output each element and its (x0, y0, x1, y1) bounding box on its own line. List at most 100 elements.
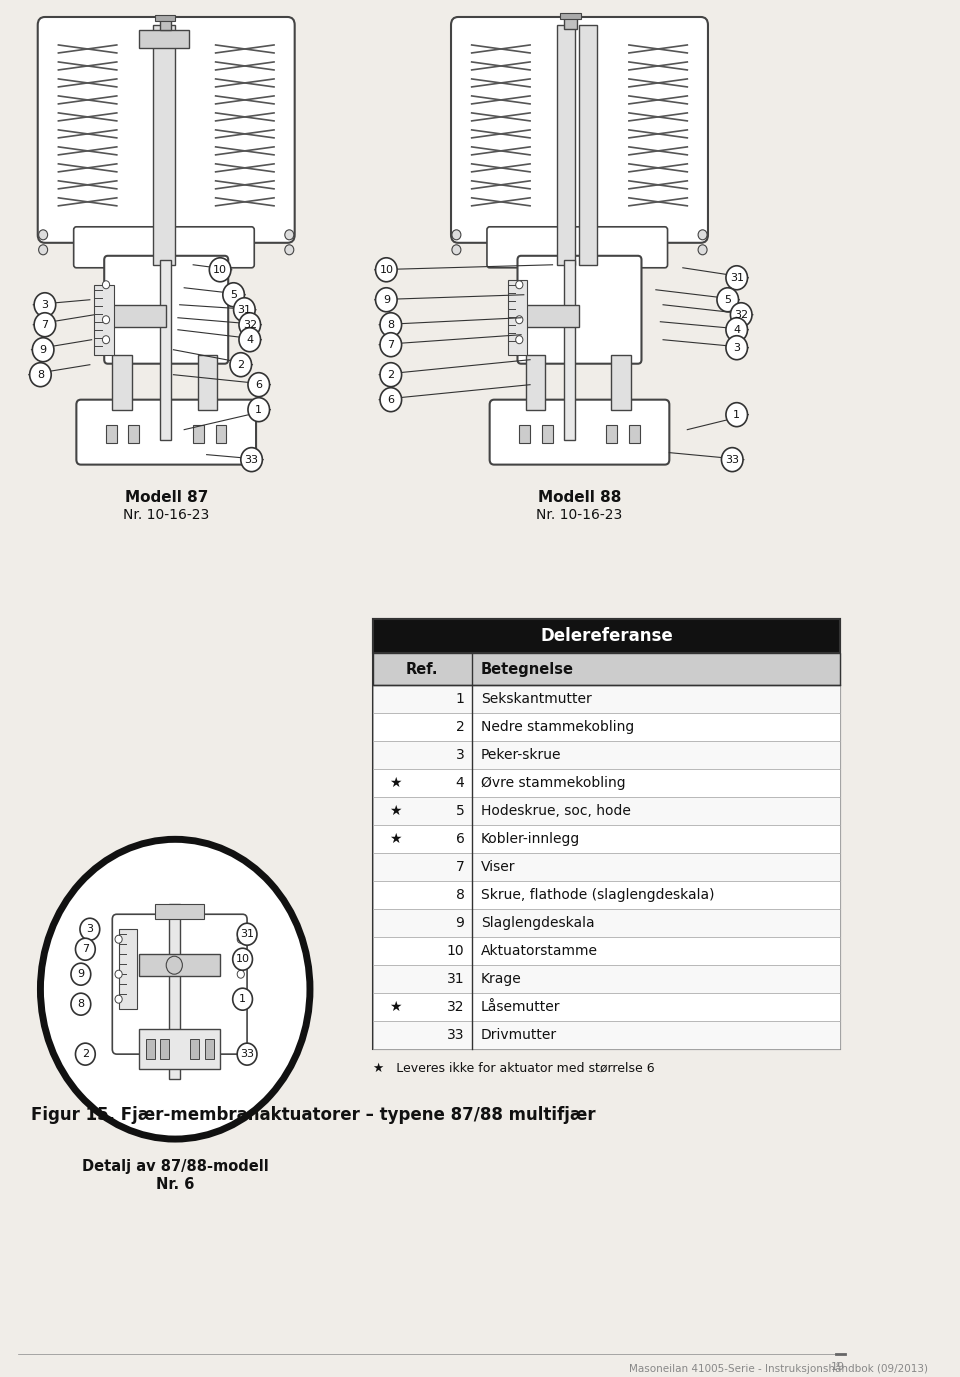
Circle shape (76, 938, 95, 960)
Circle shape (38, 245, 48, 255)
Circle shape (722, 448, 743, 471)
Circle shape (516, 336, 523, 344)
Bar (372, 909, 840, 938)
Bar (372, 825, 840, 854)
Circle shape (233, 297, 255, 322)
Text: Øvre stammekobling: Øvre stammekobling (481, 777, 625, 790)
Text: 31: 31 (730, 273, 744, 282)
Bar (94, 285, 114, 355)
Text: Nr. 10-16-23: Nr. 10-16-23 (123, 508, 209, 522)
Bar (580, 25, 597, 264)
Bar (629, 424, 639, 442)
Text: 1: 1 (239, 994, 246, 1004)
FancyBboxPatch shape (37, 17, 295, 242)
Text: 5: 5 (230, 289, 237, 300)
Circle shape (103, 315, 109, 324)
Text: Sekskantmutter: Sekskantmutter (481, 693, 591, 706)
Circle shape (375, 288, 397, 311)
Text: 31: 31 (237, 304, 252, 315)
Bar (112, 355, 132, 410)
Bar (139, 30, 189, 48)
Bar (160, 18, 171, 30)
Text: 33: 33 (725, 454, 739, 464)
Text: 19: 19 (830, 1362, 845, 1371)
Circle shape (103, 281, 109, 289)
Text: 9: 9 (456, 916, 465, 931)
Circle shape (40, 840, 310, 1139)
Bar (155, 905, 204, 920)
Text: Modell 87: Modell 87 (125, 490, 208, 504)
Bar (564, 15, 577, 29)
Circle shape (71, 993, 91, 1015)
Bar (119, 929, 136, 1009)
Bar (146, 1040, 155, 1059)
Circle shape (452, 230, 461, 240)
Circle shape (380, 362, 401, 387)
Text: 7: 7 (82, 945, 89, 954)
Bar (190, 1040, 200, 1059)
Bar (160, 1040, 169, 1059)
Circle shape (726, 402, 748, 427)
Text: 7: 7 (387, 340, 395, 350)
Circle shape (71, 964, 91, 985)
Text: Delereferanse: Delereferanse (540, 628, 673, 646)
Circle shape (717, 288, 738, 311)
Bar (139, 954, 220, 976)
Bar (557, 25, 575, 264)
Bar (156, 15, 175, 21)
FancyBboxPatch shape (487, 227, 667, 267)
Text: 33: 33 (240, 1049, 254, 1059)
Circle shape (115, 935, 122, 943)
Bar (372, 965, 840, 993)
Text: 32: 32 (447, 1000, 465, 1015)
Text: 3: 3 (456, 748, 465, 763)
Circle shape (209, 257, 231, 282)
Bar (169, 905, 180, 1080)
FancyBboxPatch shape (77, 399, 256, 464)
FancyBboxPatch shape (105, 256, 228, 364)
Text: 33: 33 (447, 1029, 465, 1042)
Bar (372, 713, 840, 741)
Text: 1: 1 (456, 693, 465, 706)
Circle shape (726, 318, 748, 341)
Text: 3: 3 (41, 300, 48, 310)
Circle shape (698, 245, 708, 255)
Circle shape (726, 266, 748, 289)
Bar (372, 938, 840, 965)
Text: 2: 2 (237, 359, 245, 369)
Text: 31: 31 (240, 929, 254, 939)
Text: 7: 7 (41, 319, 49, 329)
Circle shape (80, 918, 100, 940)
Text: 8: 8 (387, 319, 395, 329)
Circle shape (230, 353, 252, 377)
Bar (372, 993, 840, 1022)
Circle shape (285, 245, 294, 255)
Circle shape (232, 949, 252, 971)
Bar (372, 797, 840, 825)
Bar (139, 1029, 220, 1069)
Circle shape (380, 388, 401, 412)
Circle shape (516, 315, 523, 324)
Bar (541, 424, 553, 442)
Text: 10: 10 (213, 264, 228, 275)
Bar (372, 620, 840, 654)
Text: 1: 1 (255, 405, 262, 414)
Text: ★: ★ (389, 804, 401, 818)
Bar (160, 260, 171, 439)
FancyBboxPatch shape (112, 914, 247, 1055)
Text: Låsemutter: Låsemutter (481, 1000, 561, 1015)
Text: 5: 5 (724, 295, 732, 304)
Text: 8: 8 (456, 888, 465, 902)
Circle shape (375, 257, 397, 282)
Bar (508, 280, 527, 355)
Circle shape (103, 336, 109, 344)
Circle shape (241, 448, 262, 471)
Text: ★   Leveres ikke for aktuator med størrelse 6: ★ Leveres ikke for aktuator med størrels… (372, 1062, 655, 1074)
Text: Nr. 10-16-23: Nr. 10-16-23 (537, 508, 623, 522)
Bar (153, 25, 175, 264)
Circle shape (166, 956, 182, 974)
Bar (372, 620, 840, 1049)
Text: 3: 3 (733, 343, 740, 353)
Circle shape (38, 230, 48, 240)
Circle shape (726, 336, 748, 359)
